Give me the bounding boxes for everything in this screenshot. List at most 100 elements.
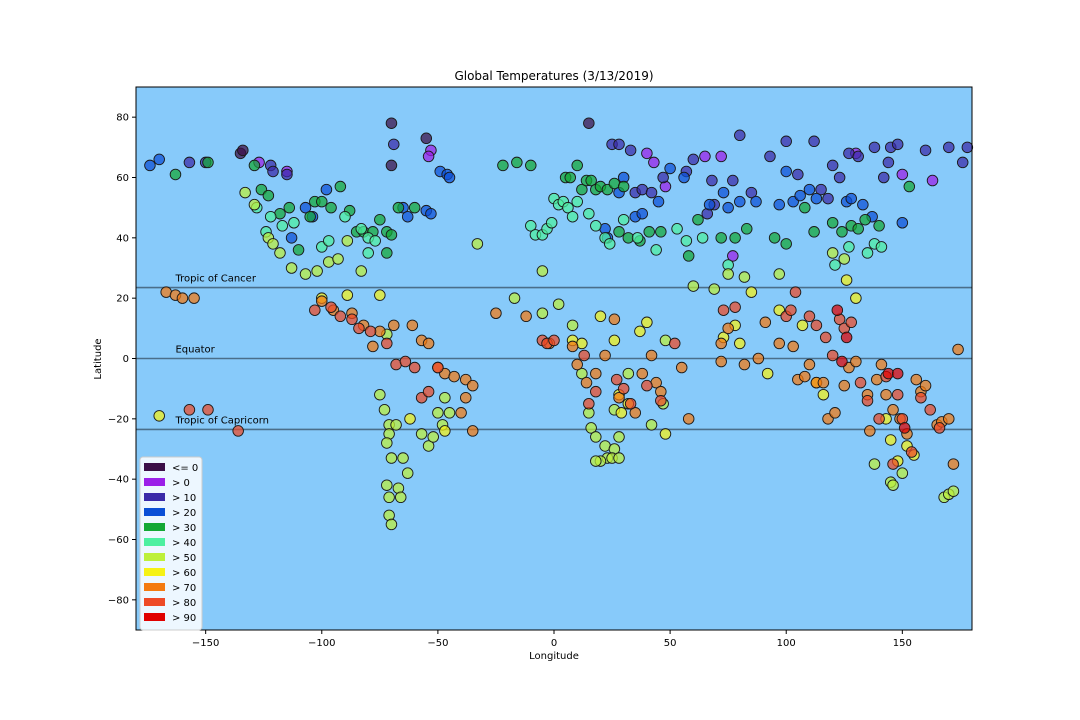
- data-point: [566, 319, 579, 332]
- data-point: [845, 192, 857, 205]
- data-point: [390, 419, 402, 431]
- data-point: [852, 150, 864, 163]
- data-point: [471, 238, 484, 250]
- data-point: [439, 425, 451, 437]
- data-point: [571, 358, 583, 371]
- data-point: [843, 241, 855, 253]
- data-point: [617, 180, 630, 193]
- data-point: [425, 207, 437, 220]
- x-tick-label: 150: [893, 638, 912, 649]
- data-point: [734, 337, 746, 350]
- data-point: [188, 292, 200, 304]
- data-point: [896, 467, 909, 479]
- data-point: [868, 458, 881, 470]
- data-point: [808, 226, 820, 238]
- data-point: [773, 198, 786, 211]
- y-tick-label: 40: [116, 233, 129, 244]
- data-point: [394, 491, 407, 504]
- data-point: [369, 235, 381, 247]
- data-point: [566, 340, 579, 353]
- y-tick-label: 0: [123, 354, 129, 365]
- data-point: [845, 316, 857, 329]
- legend-swatch: [144, 478, 165, 486]
- data-point: [641, 147, 653, 160]
- data-point: [722, 268, 734, 280]
- legend-label: > 70: [172, 583, 196, 594]
- data-point: [571, 159, 583, 172]
- data-point: [385, 229, 398, 241]
- data-point: [439, 391, 451, 404]
- data-point: [381, 437, 393, 449]
- legend-swatch: [144, 463, 165, 471]
- data-point: [388, 319, 400, 332]
- reference-lines: Tropic of Cancer Equator Tropic of Caprico…: [136, 274, 972, 431]
- data-point: [299, 268, 312, 280]
- data-point: [850, 355, 862, 368]
- data-point: [603, 238, 616, 250]
- data-point: [919, 379, 932, 392]
- data-point: [852, 223, 864, 235]
- data-point: [687, 280, 700, 292]
- data-point: [613, 391, 625, 404]
- y-tick-label: −20: [108, 414, 129, 425]
- legend-swatch: [144, 583, 165, 591]
- data-point: [408, 361, 421, 374]
- data-point: [374, 213, 386, 226]
- legend-label: > 30: [172, 523, 196, 534]
- data-point: [734, 129, 746, 142]
- data-point: [176, 292, 189, 304]
- data-point: [562, 201, 574, 214]
- data-point: [624, 144, 637, 157]
- data-point: [334, 180, 347, 193]
- data-point: [752, 352, 765, 365]
- data-point: [334, 310, 347, 323]
- x-axis-ticks: −150 −100 −50 0 50 100 150: [192, 630, 912, 649]
- data-point: [799, 370, 811, 383]
- data-point: [729, 301, 741, 313]
- data-point: [406, 319, 419, 332]
- data-point: [715, 232, 727, 244]
- data-point: [650, 244, 662, 256]
- data-point: [887, 458, 899, 470]
- data-point: [583, 398, 595, 410]
- data-point: [706, 174, 718, 187]
- data-point: [564, 171, 577, 184]
- data-point: [645, 419, 658, 431]
- data-point: [708, 283, 720, 295]
- data-point: [759, 316, 772, 329]
- data-point: [729, 232, 741, 244]
- x-tick-label: −50: [427, 638, 448, 649]
- data-point: [943, 413, 955, 425]
- legend-label: > 90: [172, 613, 196, 624]
- data-point: [859, 213, 871, 226]
- data-point: [274, 247, 286, 259]
- data-point: [408, 201, 421, 214]
- data-point: [341, 289, 354, 301]
- data-point: [362, 247, 374, 259]
- data-point: [850, 292, 862, 304]
- data-point: [392, 201, 405, 214]
- data-point: [817, 376, 830, 389]
- data-point: [857, 198, 869, 211]
- data-point: [657, 171, 669, 184]
- data-point: [383, 491, 395, 504]
- data-point: [905, 446, 918, 458]
- data-point: [803, 310, 816, 323]
- data-point: [385, 452, 398, 464]
- data-point: [682, 413, 695, 425]
- data-point: [703, 198, 716, 211]
- data-point: [281, 168, 293, 181]
- data-point: [768, 232, 781, 244]
- data-point: [864, 425, 876, 437]
- data-point: [838, 379, 851, 392]
- data-point: [734, 195, 746, 208]
- data-point: [545, 216, 558, 229]
- data-point: [903, 180, 916, 193]
- legend: <= 0 > 0 > 10 > 20 > 30 > 40 > 50 > 60 > 70 > 80 >…: [139, 456, 203, 631]
- data-point: [262, 189, 275, 202]
- data-point: [826, 216, 839, 229]
- data-point: [432, 361, 444, 374]
- data-point: [887, 479, 899, 491]
- data-point: [309, 304, 321, 316]
- x-axis-label: Longitude: [529, 651, 579, 662]
